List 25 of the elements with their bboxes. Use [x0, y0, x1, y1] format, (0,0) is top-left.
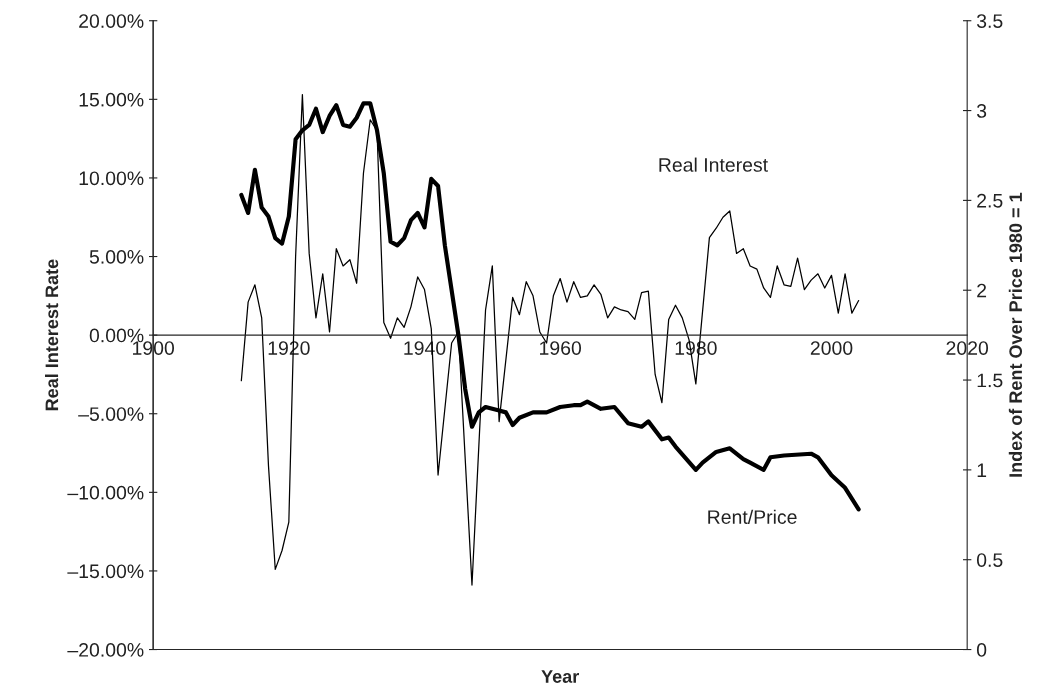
y-tick-label: –20.00% [67, 643, 144, 657]
y-tick-label: –5.00% [78, 407, 144, 421]
y-tick-label: 5.00% [89, 250, 144, 264]
x-axis-title: Year [541, 670, 579, 683]
y2-tick-label: 0.5 [976, 553, 1003, 567]
y2-tick-label: 3.5 [976, 14, 1003, 28]
y-tick-label: 0.00% [89, 328, 144, 343]
y2-tick-label: 1.5 [977, 373, 1003, 388]
y-tick-label: –10.00% [67, 485, 144, 500]
text: Real Interest [659, 157, 768, 172]
line-series [240, 93, 860, 586]
y2-tick-label: 3 [976, 104, 987, 118]
y-tick-label: 15.00% [79, 92, 144, 107]
y2-tick-label: 2.5 [977, 193, 1003, 208]
y-axis-title: Real Interest Rate [44, 259, 59, 411]
x-tick-label: 1960 [540, 341, 582, 355]
y2-tick-label: 0 [976, 643, 987, 657]
y2-tick-label: 2 [977, 283, 987, 298]
y-tick-label: 10.00% [79, 171, 144, 186]
y2-tick-label: 1 [977, 463, 987, 477]
y-tick-label: 20.00% [79, 14, 144, 28]
x-tick-label: 2000 [810, 341, 853, 355]
y2-axis-title: Index of Rent Over Price 1980 = 1 [1008, 192, 1023, 477]
text: Rent/Price [708, 509, 797, 524]
y-tick-label: –15.00% [67, 564, 144, 579]
